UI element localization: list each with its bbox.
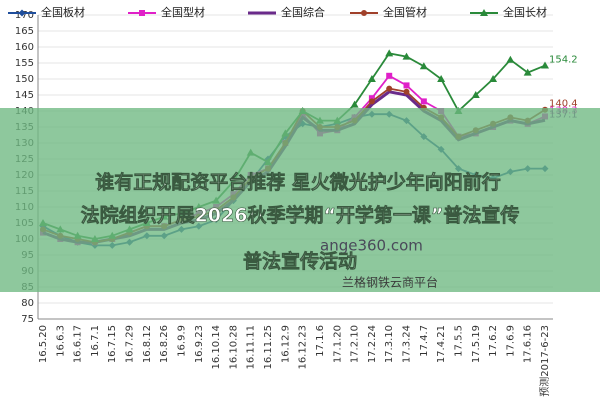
x-tick-label: 17.1.6 — [315, 325, 326, 357]
point — [506, 55, 515, 63]
point — [420, 98, 427, 105]
x-tick-label: 17.1.20 — [332, 325, 343, 363]
x-tick-label: 17.2.24 — [367, 325, 378, 363]
legend-label: 全国板材 — [41, 5, 85, 19]
x-tick-label: 16.9.9 — [176, 325, 187, 357]
watermark: ange360.com — [320, 237, 423, 255]
x-tick-label: 17.5.5 — [453, 325, 464, 357]
end-label: 140.4 — [549, 99, 578, 110]
point — [541, 61, 549, 69]
x-tick-label: 16.5.20 — [38, 325, 49, 363]
headline: 普法宣传活动 — [243, 250, 357, 273]
legend-label: 全国型材 — [161, 5, 205, 19]
point — [368, 98, 375, 105]
x-tick-label: 16.8.12 — [142, 325, 153, 363]
point — [367, 75, 376, 82]
point — [361, 10, 367, 16]
x-tick-label: 16.7.1 — [90, 325, 101, 357]
x-tick-label: 16.11.11 — [246, 325, 257, 370]
x-tick-label: 17.6.9 — [505, 325, 516, 357]
point — [437, 75, 446, 82]
point — [350, 100, 359, 108]
point — [480, 9, 488, 16]
point — [386, 72, 393, 79]
y-tick-label: 75 — [21, 314, 34, 325]
point — [139, 10, 145, 16]
x-tick-label: 17.3.10 — [384, 325, 395, 363]
x-tick-label: 16.7.15 — [107, 325, 118, 363]
point — [402, 52, 411, 60]
y-tick-label: 145 — [15, 90, 34, 101]
y-tick-label: 150 — [15, 74, 34, 85]
legend-label: 全国长材 — [503, 5, 547, 19]
x-tick-label: 16.11.25 — [263, 325, 274, 370]
point — [385, 49, 394, 57]
x-tick-label: 17.3.24 — [402, 325, 413, 363]
x-tick-label: 16.7.29 — [125, 325, 136, 363]
point — [403, 88, 410, 95]
y-tick-label: 165 — [15, 26, 34, 37]
x-tick-label: 16.12.9 — [280, 325, 291, 363]
x-tick-label: 预测2017-6-23 — [538, 325, 551, 397]
overlay: ange360.com 兰格钢铁云商平台 谁有正规配资平台推荐 星火微光护少年向… — [0, 108, 600, 292]
point — [403, 82, 410, 89]
x-tick-label: 17.6.16 — [523, 325, 534, 363]
x-tick-label: 17.5.19 — [471, 325, 482, 363]
point — [489, 75, 498, 82]
y-tick-label: 170 — [15, 10, 34, 21]
legend-label: 全国综合 — [281, 5, 325, 19]
x-tick-label: 17.6.2 — [488, 325, 499, 357]
x-tick-label: 17.4.21 — [436, 325, 447, 363]
x-tick-label: 16.8.26 — [159, 325, 170, 363]
y-tick-label: 155 — [15, 58, 34, 69]
x-tick-label: 17.2.10 — [350, 325, 361, 363]
point — [523, 68, 532, 76]
point — [419, 62, 428, 70]
point — [368, 95, 375, 102]
x-tick-label: 16.12.23 — [298, 325, 309, 370]
watermark: 兰格钢铁云商平台 — [342, 275, 438, 290]
point — [386, 85, 393, 92]
x-tick-label: 16.10.28 — [228, 325, 239, 370]
y-tick-label: 160 — [15, 42, 34, 53]
end-label: 154.2 — [549, 55, 578, 66]
x-tick-label: 16.6.3 — [55, 325, 66, 357]
y-tick-label: 80 — [21, 298, 34, 309]
banner — [0, 108, 600, 292]
x-tick-label: 16.9.23 — [194, 325, 205, 363]
headline: 法院组织开展2026秋季学期“开学第一课”普法宣传 — [81, 204, 520, 227]
x-tick-label: 16.6.17 — [73, 325, 84, 363]
point — [471, 91, 480, 98]
x-tick-label: 16.10.14 — [211, 325, 222, 370]
point — [18, 9, 26, 17]
x-tick-label: 17.4.7 — [419, 325, 430, 357]
legend-label: 全国管材 — [383, 5, 427, 19]
legend: 全国板材 全国型材 全国综合 全国管材 全国长材 — [8, 5, 547, 19]
headline: 谁有正规配资平台推荐 星火微光护少年向阳前行 — [95, 171, 501, 194]
